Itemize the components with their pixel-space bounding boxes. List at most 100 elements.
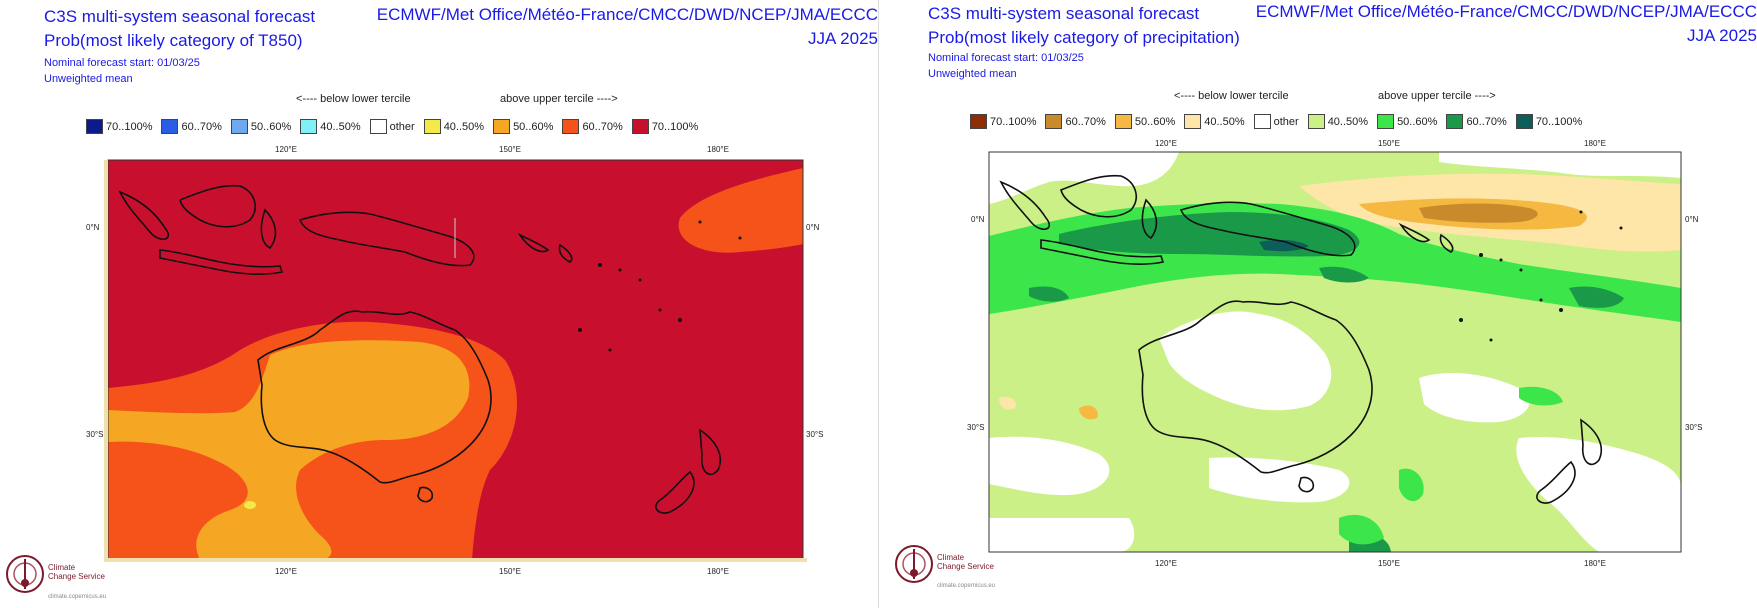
agency-list: ECMWF/Met Office/Météo-France/CMCC/DWD/N… xyxy=(376,5,878,24)
legend-swatch xyxy=(1253,114,1271,129)
region-other xyxy=(1516,436,1681,552)
legend-swatch xyxy=(230,119,248,134)
logo-name-line1: Climate xyxy=(48,563,76,572)
region-above-60-70 xyxy=(1319,266,1369,283)
season-label: JJA 2025 xyxy=(808,29,878,48)
legend-label: 70..100% xyxy=(1535,115,1583,128)
lon-label-top: 180°E xyxy=(707,145,729,154)
frame-edge-bottom xyxy=(104,558,807,562)
region-below-50-60 xyxy=(1079,405,1098,420)
legend-label: 40..50% xyxy=(443,120,485,133)
legend-item: 50..60% xyxy=(1377,114,1437,129)
panel-t850: C3S multi-system seasonal forecast Prob(… xyxy=(0,0,878,608)
below-tercile-label: <---- below lower tercile xyxy=(1174,90,1289,102)
legend-swatch xyxy=(300,119,318,134)
legend-swatch xyxy=(86,119,103,134)
map-frame xyxy=(988,151,1682,553)
legend: 70..100% 60..70% 50..60% 40..50% other 4… xyxy=(970,114,1591,129)
legend-item: 50..60% xyxy=(493,119,553,134)
coastlines xyxy=(118,184,722,514)
islands xyxy=(1459,210,1623,342)
panel-subtitle: Prob(most likely category of precipitati… xyxy=(928,28,1240,47)
lon-label-bottom: 120°E xyxy=(1155,559,1177,568)
legend-label: 60..70% xyxy=(1466,115,1507,128)
legend-swatch xyxy=(1184,114,1202,129)
legend-label: 70..100% xyxy=(651,120,699,133)
legend-label: 70..100% xyxy=(990,115,1037,128)
above-tercile-label: above upper tercile ----> xyxy=(1378,90,1496,102)
region-other xyxy=(1209,457,1350,503)
precip-field xyxy=(989,152,1681,552)
region-40-50 xyxy=(244,501,256,509)
legend-item: 40..50% xyxy=(300,119,361,134)
legend-item: 70..100% xyxy=(970,114,1036,129)
lon-label-bottom: 150°E xyxy=(1378,559,1400,568)
lon-label-top: 180°E xyxy=(1584,139,1606,148)
season-label: JJA 2025 xyxy=(1687,26,1757,45)
legend-item: 60..70% xyxy=(161,119,222,134)
legend-swatch xyxy=(1515,114,1533,129)
region-above-60-70 xyxy=(1569,286,1624,308)
region-above-50-60 xyxy=(1519,386,1563,406)
region-other xyxy=(989,152,1179,204)
panel-title: C3S multi-system seasonal forecast xyxy=(44,7,316,26)
region-other xyxy=(1159,311,1332,411)
forecast-start: Nominal forecast start: 01/03/25 xyxy=(44,57,200,69)
lat-label-right: 0°N xyxy=(806,223,820,232)
above-tercile-label: above upper tercile ----> xyxy=(500,93,618,105)
legend-swatch xyxy=(493,119,511,134)
legend-item: 40..50% xyxy=(423,119,485,134)
logo-name-line2: Change Service xyxy=(937,562,994,571)
map-precipitation: 120°E 150°E 180°E 120°E 150°E 180°E 0°N … xyxy=(967,139,1702,568)
lon-label-bottom: 180°E xyxy=(707,567,729,576)
below-tercile-label: <---- below lower tercile xyxy=(296,93,411,105)
legend-swatch xyxy=(369,119,387,134)
panel-subtitle: Prob(most likely category of T850) xyxy=(44,31,303,50)
agency-list: ECMWF/Met Office/Météo-France/CMCC/DWD/N… xyxy=(1255,2,1757,21)
legend-item: other xyxy=(369,119,415,134)
legend-item: 60..70% xyxy=(1446,114,1507,129)
lat-label-left: 30°S xyxy=(967,423,984,432)
legend-label: 40..50% xyxy=(1327,115,1369,128)
lat-label-left: 0°N xyxy=(86,223,100,232)
region-other xyxy=(989,436,1110,496)
legend-label: 60..70% xyxy=(582,120,623,133)
logo-url: climate.copernicus.eu xyxy=(48,594,107,600)
panel-title: C3S multi-system seasonal forecast xyxy=(928,4,1200,23)
t850-field xyxy=(108,160,803,560)
legend-item: 50..60% xyxy=(1114,114,1176,129)
frame-edge-left xyxy=(104,160,108,560)
lon-label-bottom: 120°E xyxy=(275,567,297,576)
region-other xyxy=(989,518,1135,552)
legend: 70..100% 60..70% 50..60% 40..50% other 4… xyxy=(86,119,707,134)
legend-item: other xyxy=(1253,114,1299,129)
map-t850: 120°E 150°E 180°E 120°E 150°E 180°E 0°N … xyxy=(86,145,823,576)
legend-swatch xyxy=(1045,114,1063,129)
legend-swatch xyxy=(562,119,580,134)
region-above-60-70 xyxy=(1029,286,1069,302)
legend-item: 70..100% xyxy=(1515,114,1583,129)
islands xyxy=(578,220,742,352)
legend-swatch xyxy=(1114,114,1132,129)
legend-swatch xyxy=(631,119,649,134)
region-below-60-70 xyxy=(1419,203,1538,223)
legend-label: 70..100% xyxy=(106,120,153,133)
lon-label-top: 150°E xyxy=(1378,139,1400,148)
legend-item: 40..50% xyxy=(1184,114,1245,129)
panel-precipitation: C3S multi-system seasonal forecast Prob(… xyxy=(879,0,1757,608)
region-60-70 xyxy=(678,168,803,253)
legend-label: 40..50% xyxy=(1204,115,1245,128)
region-below-40-50 xyxy=(999,396,1016,410)
legend-label: 50..60% xyxy=(1134,115,1176,128)
legend-swatch xyxy=(161,119,179,134)
legend-label: 50..60% xyxy=(1397,115,1438,128)
lon-label-bottom: 150°E xyxy=(499,567,521,576)
logo-url: climate.copernicus.eu xyxy=(937,583,996,589)
weighting-note: Unweighted mean xyxy=(928,68,1017,80)
legend-label: 50..60% xyxy=(250,120,292,133)
copernicus-logo-icon xyxy=(895,545,933,583)
logo-name: Climate Change Service xyxy=(937,553,994,571)
region-above-50-60 xyxy=(1399,468,1424,502)
lat-label-right: 30°S xyxy=(806,430,823,439)
panel-divider xyxy=(878,0,879,608)
